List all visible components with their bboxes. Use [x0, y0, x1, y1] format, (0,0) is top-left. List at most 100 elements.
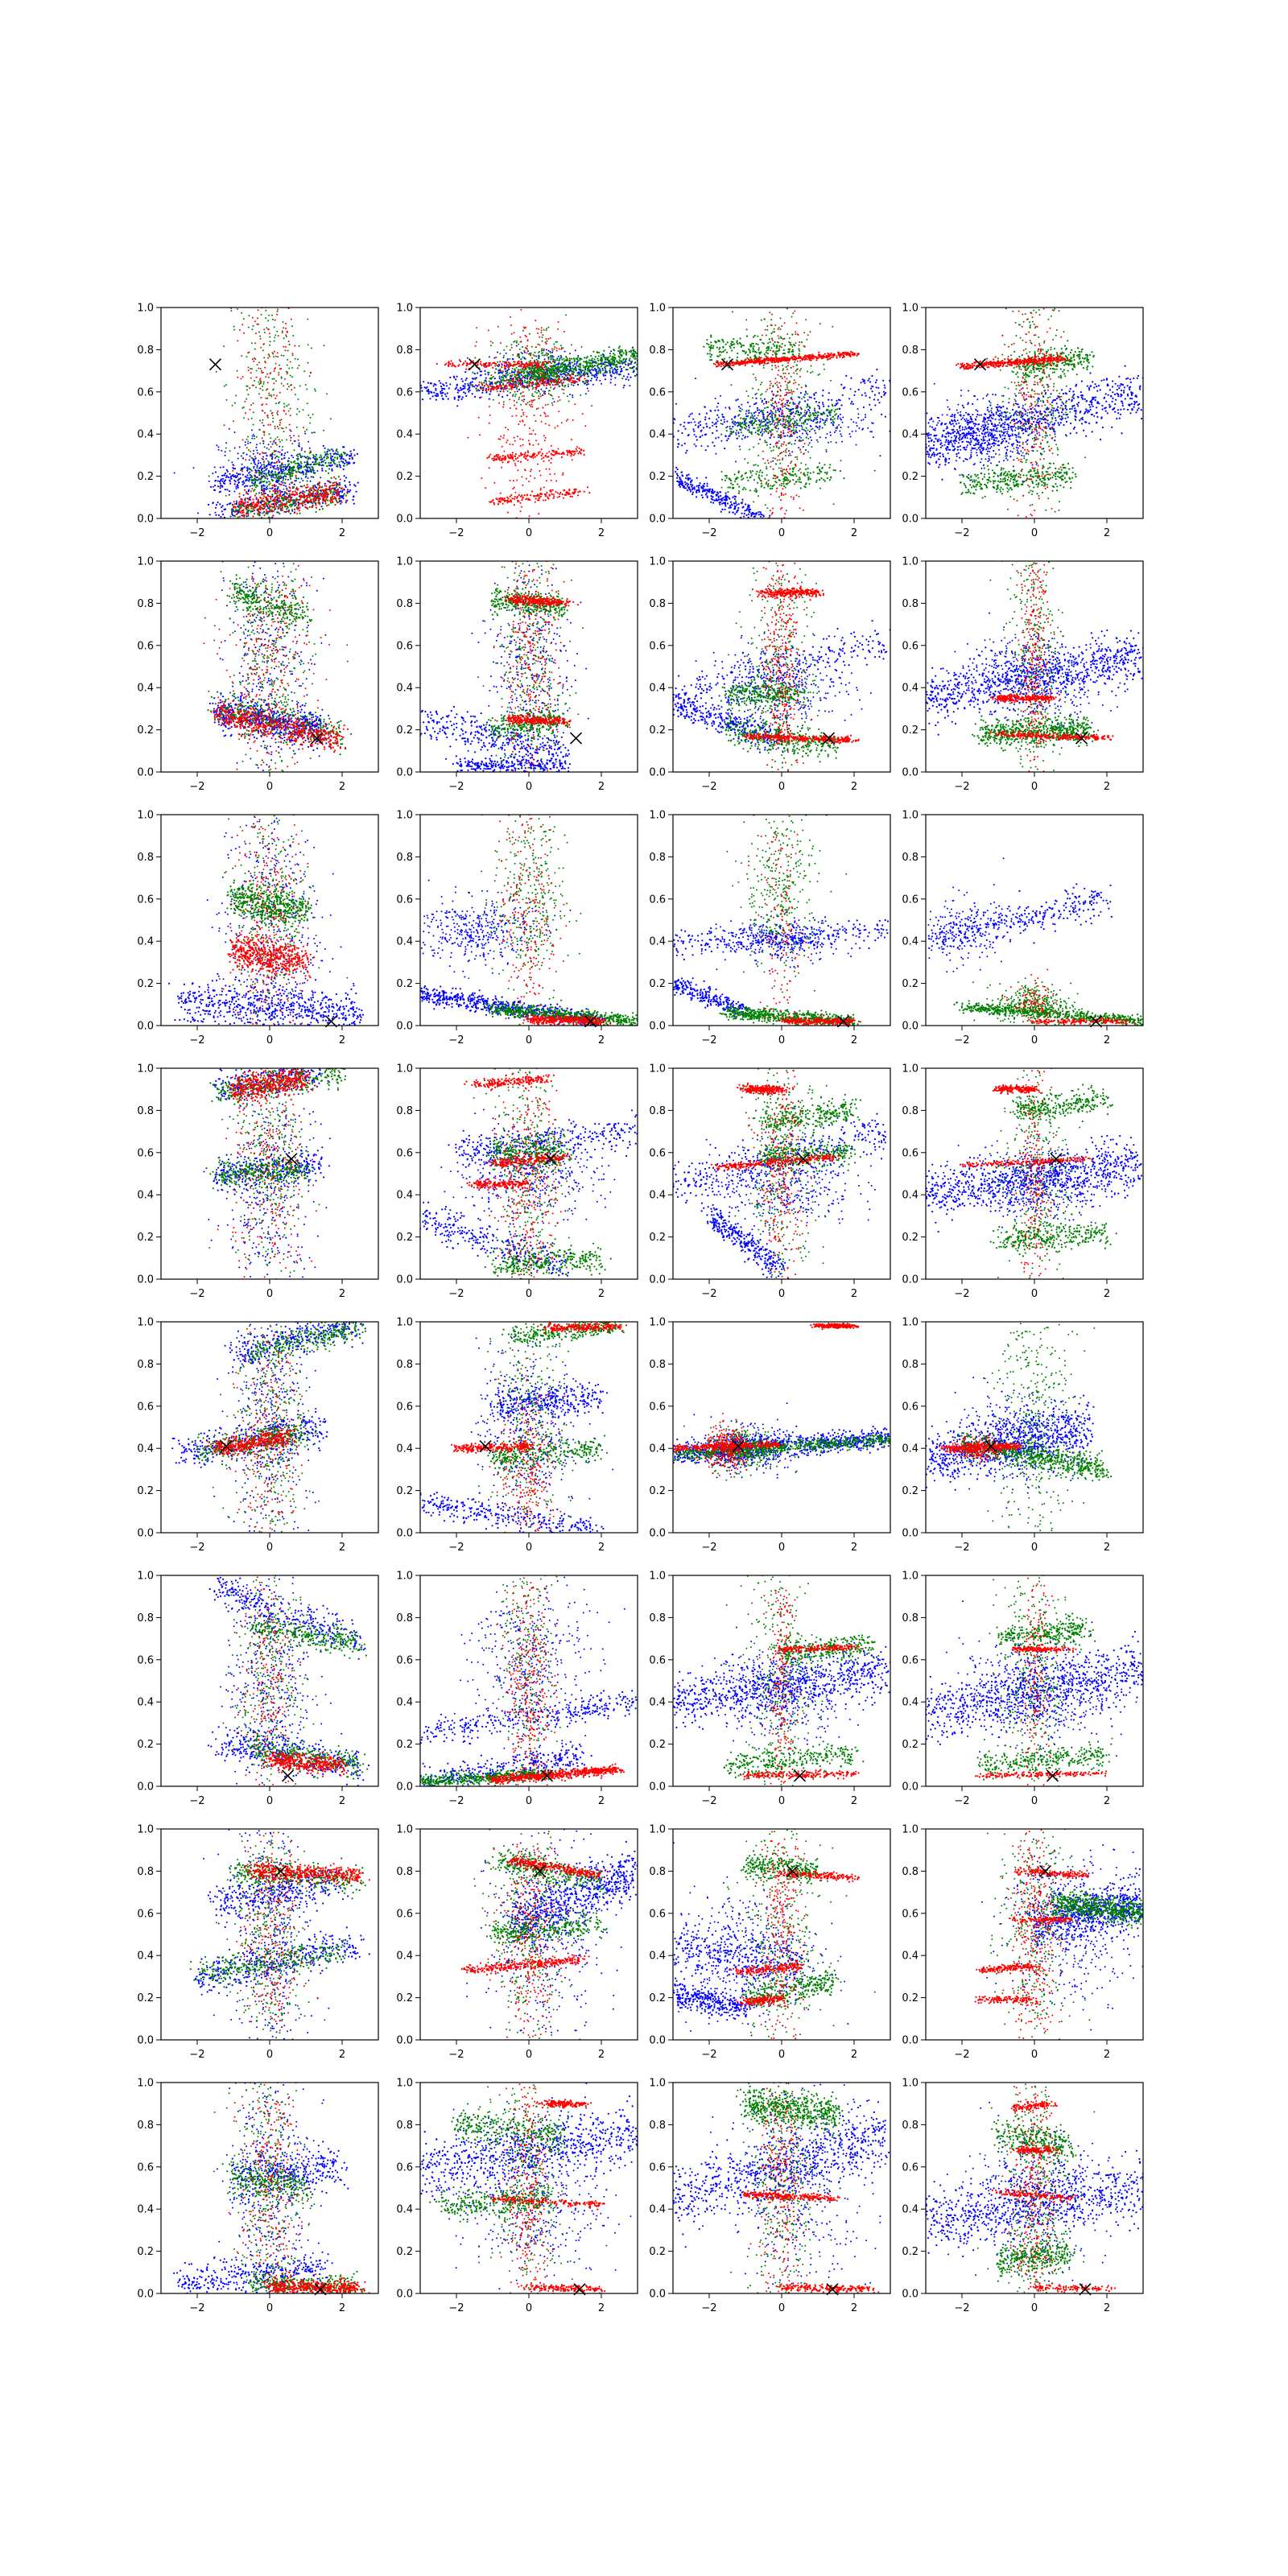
point [301, 449, 303, 451]
point [588, 368, 589, 369]
point [319, 485, 320, 486]
point [338, 461, 340, 463]
point [512, 386, 514, 388]
point [336, 500, 337, 502]
point [313, 488, 315, 489]
point [518, 365, 520, 367]
point [254, 481, 256, 483]
point [262, 508, 264, 510]
point [763, 414, 765, 415]
point [503, 403, 505, 405]
point [259, 336, 261, 337]
point [502, 396, 503, 398]
point [308, 362, 309, 364]
point [277, 356, 279, 357]
point [339, 499, 341, 501]
point [704, 416, 706, 418]
point [262, 458, 263, 460]
point [538, 407, 539, 409]
point [327, 448, 328, 450]
point [510, 376, 511, 378]
point [873, 398, 875, 400]
point [506, 442, 507, 444]
point [267, 488, 269, 489]
point [529, 333, 530, 335]
point [815, 401, 817, 402]
point [262, 497, 264, 499]
point [299, 454, 300, 456]
point [281, 383, 283, 385]
point [254, 357, 255, 359]
point [272, 494, 274, 496]
point [584, 425, 586, 427]
point [605, 368, 606, 369]
point [590, 373, 592, 374]
point [698, 422, 700, 423]
point [324, 452, 326, 453]
point [474, 357, 476, 359]
point [296, 427, 298, 428]
point [570, 455, 572, 456]
point [270, 437, 271, 439]
point [214, 489, 216, 491]
point [544, 440, 546, 441]
point [233, 515, 235, 517]
point [291, 376, 293, 378]
point [226, 399, 228, 401]
point [335, 452, 336, 454]
point [300, 463, 302, 464]
point [577, 357, 579, 358]
point [291, 389, 292, 390]
point [493, 499, 494, 501]
point [330, 493, 332, 494]
point [518, 455, 520, 456]
point [511, 370, 513, 372]
point [261, 464, 262, 466]
point [271, 485, 273, 486]
point [584, 369, 586, 371]
point [349, 481, 350, 483]
point [260, 497, 262, 499]
point [326, 465, 328, 467]
point [209, 514, 211, 515]
point [525, 347, 526, 349]
point [236, 473, 237, 474]
point [634, 375, 636, 377]
point [535, 379, 536, 381]
point [494, 372, 496, 374]
point [497, 365, 498, 366]
point [540, 488, 542, 489]
point [288, 368, 290, 369]
point [481, 392, 483, 394]
point [518, 344, 519, 345]
point [295, 472, 297, 473]
point [595, 362, 597, 364]
point [587, 382, 588, 383]
point [274, 451, 275, 452]
point [266, 327, 267, 328]
point [270, 464, 272, 466]
point [295, 493, 296, 495]
point [577, 355, 579, 357]
point [478, 417, 480, 419]
point [601, 360, 603, 361]
point [269, 502, 270, 503]
point [526, 385, 528, 386]
point [314, 495, 316, 497]
point [349, 489, 351, 491]
point [533, 452, 535, 454]
point [353, 503, 355, 505]
point [764, 398, 766, 400]
point [555, 384, 557, 386]
point [574, 361, 576, 362]
point [310, 372, 312, 374]
point [475, 345, 477, 347]
point [522, 439, 523, 440]
point [869, 404, 870, 406]
point [220, 482, 221, 484]
point [550, 491, 551, 493]
point [247, 436, 249, 438]
point [539, 336, 540, 338]
point [235, 394, 237, 396]
